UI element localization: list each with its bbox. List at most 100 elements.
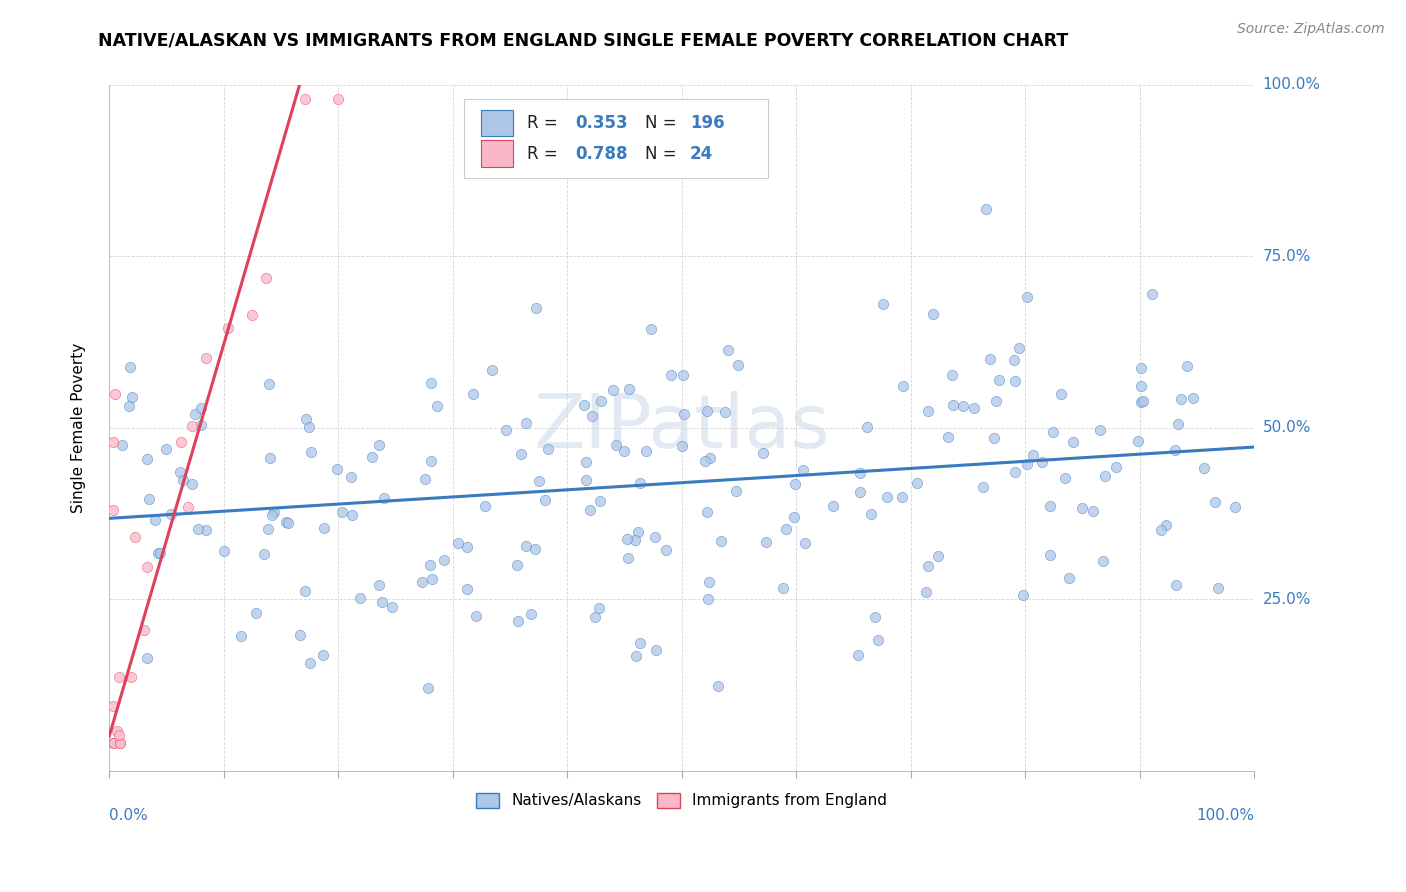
- Point: [672, 368, 695, 382]
- Point: [1081, 504, 1104, 518]
- Point: [697, 575, 720, 590]
- Text: 196: 196: [690, 113, 724, 132]
- Point: [515, 417, 537, 431]
- Point: [361, 450, 384, 465]
- Point: [138, 491, 160, 506]
- Point: [752, 446, 775, 460]
- Text: 0.788: 0.788: [575, 145, 627, 162]
- Point: [314, 521, 336, 535]
- Point: [783, 510, 806, 524]
- Point: [371, 594, 394, 608]
- Point: [1031, 455, 1053, 469]
- Point: [602, 383, 624, 397]
- Point: [640, 322, 662, 336]
- Point: [1017, 290, 1039, 304]
- Point: [103, 736, 125, 750]
- Point: [1129, 361, 1152, 376]
- Point: [524, 542, 547, 557]
- Point: [160, 507, 183, 521]
- Point: [793, 536, 815, 550]
- Point: [420, 572, 443, 586]
- Point: [963, 401, 986, 416]
- Point: [581, 409, 603, 423]
- Text: N =: N =: [645, 145, 676, 162]
- Point: [111, 438, 134, 452]
- Point: [605, 438, 627, 452]
- Point: [1163, 443, 1185, 458]
- Text: 50.0%: 50.0%: [1263, 420, 1310, 435]
- Point: [339, 469, 361, 483]
- Point: [170, 435, 193, 450]
- Point: [849, 485, 872, 500]
- Point: [135, 650, 157, 665]
- Point: [149, 546, 172, 560]
- Text: 100.0%: 100.0%: [1263, 78, 1320, 93]
- Point: [325, 462, 347, 476]
- Point: [727, 358, 749, 372]
- Text: 0.0%: 0.0%: [110, 808, 148, 823]
- Point: [349, 591, 371, 606]
- Point: [1130, 379, 1153, 393]
- Point: [972, 480, 994, 494]
- Point: [481, 363, 503, 377]
- Point: [626, 525, 648, 540]
- Point: [1181, 391, 1204, 405]
- Point: [1105, 460, 1128, 475]
- Point: [612, 444, 634, 458]
- Point: [172, 473, 194, 487]
- Point: [575, 455, 598, 469]
- Point: [474, 500, 496, 514]
- Point: [1022, 449, 1045, 463]
- Point: [941, 368, 963, 383]
- Point: [821, 499, 844, 513]
- Point: [661, 368, 683, 382]
- Point: [1008, 341, 1031, 355]
- Point: [373, 491, 395, 505]
- Point: [876, 490, 898, 504]
- Point: [1092, 554, 1115, 568]
- Point: [672, 407, 695, 421]
- Point: [312, 648, 335, 662]
- Point: [132, 623, 155, 637]
- Point: [524, 301, 547, 315]
- Point: [1094, 469, 1116, 483]
- Point: [849, 466, 872, 480]
- Text: R =: R =: [527, 113, 558, 132]
- Point: [1154, 518, 1177, 533]
- Point: [865, 610, 887, 624]
- Point: [217, 320, 239, 334]
- Point: [108, 736, 131, 750]
- Point: [259, 377, 281, 392]
- Point: [108, 670, 131, 684]
- Point: [298, 420, 321, 434]
- Point: [101, 434, 124, 449]
- Point: [105, 724, 128, 739]
- Point: [294, 583, 316, 598]
- Point: [103, 736, 125, 750]
- Point: [714, 405, 737, 419]
- Point: [1002, 352, 1025, 367]
- Point: [326, 92, 349, 106]
- Point: [755, 535, 778, 549]
- Point: [905, 476, 928, 491]
- Text: NATIVE/ALASKAN VS IMMIGRANTS FROM ENGLAND SINGLE FEMALE POVERTY CORRELATION CHAR: NATIVE/ALASKAN VS IMMIGRANTS FROM ENGLAN…: [98, 31, 1069, 49]
- Point: [240, 308, 263, 322]
- Point: [575, 473, 598, 487]
- Point: [942, 398, 965, 412]
- Point: [299, 657, 322, 671]
- Point: [290, 628, 312, 642]
- Point: [1167, 417, 1189, 432]
- Point: [616, 532, 638, 546]
- Point: [368, 437, 391, 451]
- Point: [976, 202, 998, 216]
- Point: [624, 533, 647, 548]
- Point: [420, 376, 443, 391]
- Point: [229, 629, 252, 643]
- Point: [848, 648, 870, 662]
- Point: [979, 352, 1001, 367]
- Point: [433, 552, 456, 566]
- Point: [537, 442, 560, 456]
- Point: [671, 439, 693, 453]
- Point: [274, 515, 297, 529]
- Point: [190, 401, 212, 416]
